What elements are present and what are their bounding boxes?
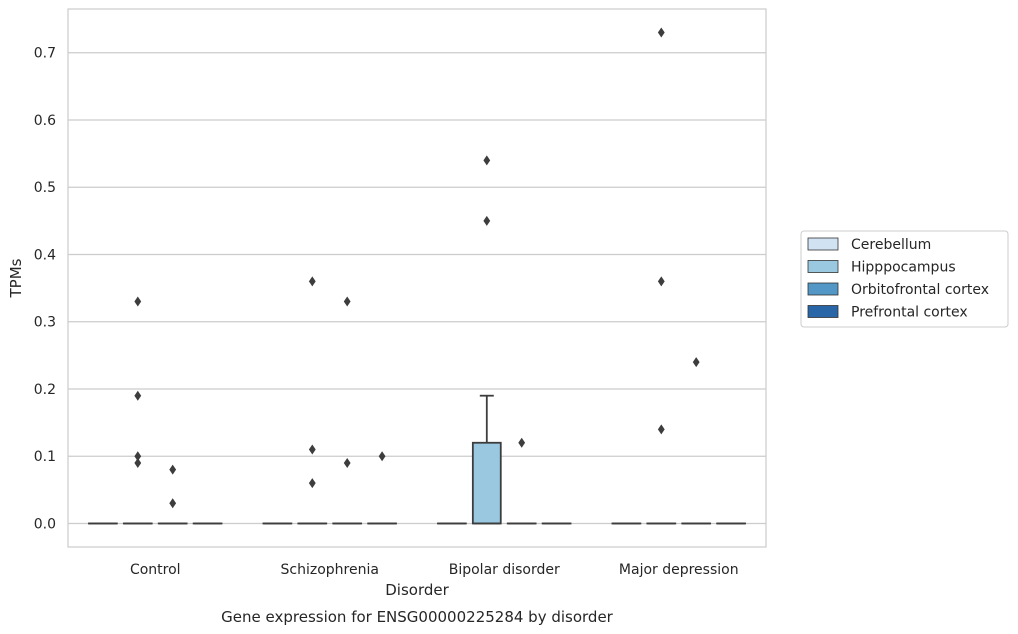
y-tick-label: 0.2 [34,382,56,398]
x-tick-label: Major depression [619,562,739,578]
y-tick-label: 0.7 [34,46,56,62]
box-body [471,441,502,525]
box-series [88,394,746,525]
legend-label: Orbitofrontal cortex [851,282,989,298]
outlier-points [134,27,700,509]
legend-frame [800,230,1009,328]
x-tick-label: Control [130,562,181,578]
y-tick-label: 0.3 [34,315,56,331]
outlier-point [169,464,177,475]
outlier-point [657,27,665,38]
outlier-point [308,276,316,287]
legend-swatch [807,282,839,296]
legend-swatch [807,260,839,273]
y-tick-label: 0.5 [34,180,56,196]
x-axis-ticks: Control Schizophrenia Bipolar disorder Majo… [130,562,739,578]
legend-label: Hipppocampus [851,260,956,276]
box-1-2 [471,394,502,525]
outlier-point [343,457,351,468]
y-tick-label: 0.1 [34,449,56,465]
outlier-point [692,357,700,368]
plot-area [67,8,767,548]
outlier-point [657,276,665,287]
legend-label: Prefrontal cortex [851,305,968,321]
outlier-point [308,478,316,489]
y-tick-label: 0.4 [34,247,56,263]
outlier-point [378,451,386,462]
outlier-point [518,437,526,448]
y-tick-label: 0.6 [34,113,56,129]
y-axis-label: TPMs [7,258,25,298]
outlier-point [483,155,491,166]
outlier-point [134,451,142,462]
outlier-point [657,424,665,435]
y-axis-ticks: 0.0 0.1 0.2 0.3 0.4 0.5 0.6 0.7 [34,46,56,533]
outlier-point [134,457,142,468]
y-tick-label: 0.0 [34,516,56,532]
legend: Cerebellum Hipppocampus Orbitofrontal cort… [800,230,1009,328]
legend-label: Cerebellum [851,237,931,253]
outlier-point [308,444,316,455]
legend-swatch [807,305,839,318]
outlier-point [343,296,351,307]
outlier-point [483,215,491,226]
legend-swatch [807,237,839,251]
x-tick-label: Bipolar disorder [449,562,560,578]
x-axis-label: Disorder [385,581,449,599]
x-tick-label: Schizophrenia [281,562,379,578]
outlier-point [169,498,177,509]
chart-caption: Gene expression for ENSG00000225284 by d… [221,608,614,626]
gridlines [68,52,766,525]
outlier-point [134,296,142,307]
outlier-point [134,390,142,401]
